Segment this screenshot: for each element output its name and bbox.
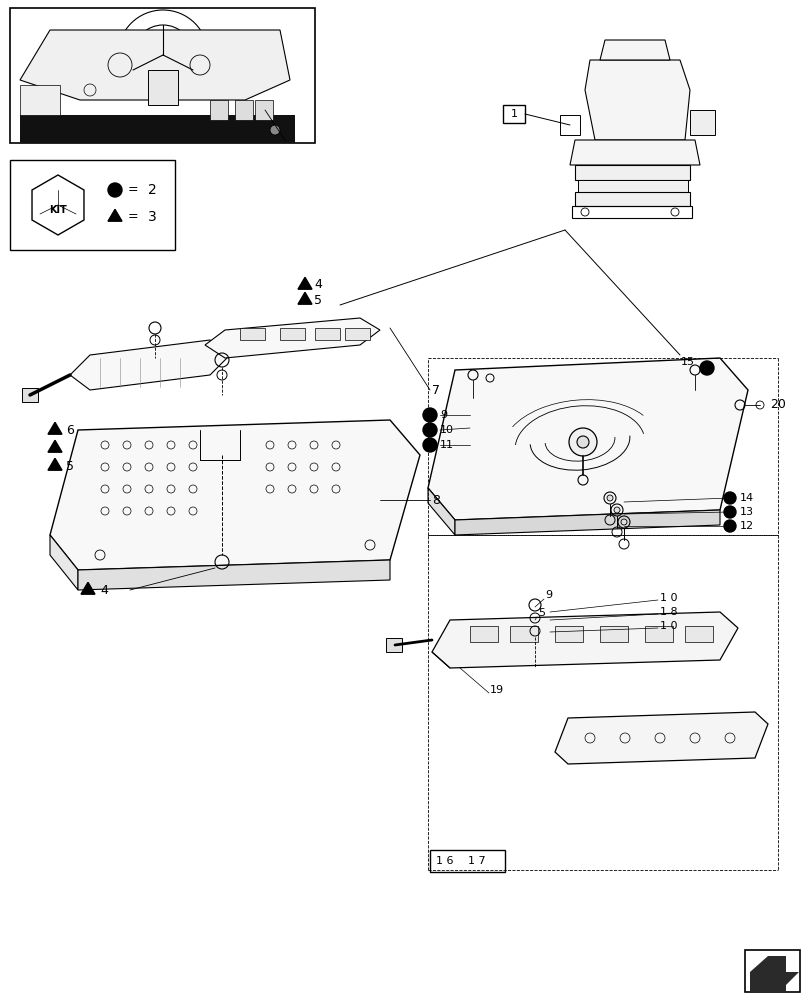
Bar	[210, 100, 228, 120]
Bar	[255, 100, 272, 120]
Polygon shape	[50, 535, 78, 590]
Text: 19: 19	[489, 685, 504, 695]
Polygon shape	[70, 340, 230, 390]
Bar	[502, 105, 525, 123]
Text: 4: 4	[314, 278, 321, 292]
Polygon shape	[454, 510, 719, 535]
Text: =: =	[128, 211, 139, 224]
Text: 13: 13	[739, 507, 753, 517]
Bar	[430, 850, 504, 872]
Bar	[571, 206, 691, 218]
Bar	[22, 388, 38, 402]
Bar	[509, 626, 538, 642]
Bar	[10, 160, 175, 250]
Bar	[10, 8, 315, 143]
Polygon shape	[554, 712, 767, 764]
Polygon shape	[569, 140, 699, 165]
Text: 1 0: 1 0	[659, 621, 676, 631]
Circle shape	[423, 408, 436, 422]
Bar	[20, 85, 60, 115]
Circle shape	[423, 438, 436, 452]
Bar	[599, 626, 627, 642]
Text: 9: 9	[440, 410, 447, 420]
Text: 5: 5	[538, 608, 544, 618]
Text: 12: 12	[739, 521, 753, 531]
Polygon shape	[298, 277, 311, 289]
Polygon shape	[298, 292, 311, 304]
Text: 11: 11	[440, 440, 453, 450]
Circle shape	[423, 423, 436, 437]
Polygon shape	[427, 488, 454, 535]
Bar	[470, 626, 497, 642]
Text: 2: 2	[148, 183, 157, 197]
Circle shape	[607, 495, 612, 501]
Polygon shape	[108, 209, 122, 221]
Polygon shape	[78, 560, 389, 590]
Text: 8: 8	[431, 493, 440, 506]
Bar	[385, 638, 401, 652]
Circle shape	[699, 361, 713, 375]
Polygon shape	[584, 60, 689, 140]
Bar	[644, 626, 672, 642]
Text: 1 6: 1 6	[436, 856, 453, 866]
Circle shape	[613, 507, 620, 513]
Bar	[315, 328, 340, 340]
Circle shape	[620, 519, 626, 525]
Text: 4: 4	[100, 584, 108, 596]
Polygon shape	[50, 420, 419, 570]
Bar	[554, 626, 582, 642]
Bar	[684, 626, 712, 642]
Circle shape	[108, 183, 122, 197]
Text: 5: 5	[66, 460, 74, 473]
Polygon shape	[599, 40, 669, 60]
Bar	[345, 328, 370, 340]
Text: 10: 10	[440, 425, 453, 435]
Bar	[574, 165, 689, 180]
Polygon shape	[20, 115, 294, 143]
Polygon shape	[427, 358, 747, 520]
Polygon shape	[81, 582, 95, 594]
Text: 9: 9	[544, 590, 551, 600]
Bar	[577, 180, 687, 192]
Circle shape	[569, 428, 596, 456]
Text: 3: 3	[148, 210, 157, 224]
Text: 14: 14	[739, 493, 753, 503]
Circle shape	[270, 125, 280, 135]
Polygon shape	[749, 956, 798, 992]
Polygon shape	[48, 458, 62, 470]
Bar	[148, 70, 178, 105]
Text: =: =	[128, 184, 139, 197]
Text: 1 8: 1 8	[659, 607, 677, 617]
Polygon shape	[48, 422, 62, 434]
Circle shape	[723, 520, 735, 532]
Polygon shape	[431, 612, 737, 668]
Polygon shape	[689, 110, 714, 135]
Polygon shape	[20, 30, 290, 100]
Circle shape	[155, 47, 171, 63]
Circle shape	[577, 436, 588, 448]
Bar	[234, 100, 253, 120]
Text: 1: 1	[510, 109, 517, 119]
Polygon shape	[204, 318, 380, 358]
Text: 5: 5	[314, 294, 322, 306]
Text: 1 0: 1 0	[659, 593, 676, 603]
Text: 6: 6	[66, 424, 74, 436]
Text: 20: 20	[769, 398, 785, 412]
Text: 7: 7	[431, 383, 440, 396]
Polygon shape	[48, 440, 62, 452]
Bar	[744, 950, 799, 992]
Circle shape	[723, 492, 735, 504]
Bar	[240, 328, 264, 340]
Bar	[574, 192, 689, 206]
Bar	[280, 328, 305, 340]
Text: 15: 15	[680, 357, 694, 367]
Text: 1 7: 1 7	[467, 856, 485, 866]
Circle shape	[723, 506, 735, 518]
Text: KIT: KIT	[49, 205, 67, 215]
